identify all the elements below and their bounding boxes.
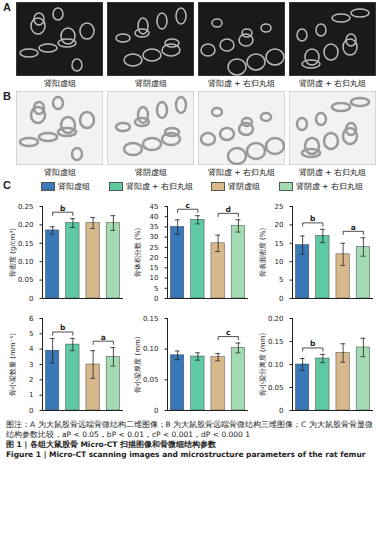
html-text:肾阳虚 + 右归丸组: 肾阳虚 + 右归丸组 <box>125 182 193 191</box>
svg-text:30: 30 <box>150 233 159 241</box>
svg-text:b: b <box>310 214 316 223</box>
svg-text:骨表面密度 (%): 骨表面密度 (%) <box>259 228 267 278</box>
svg-text:0: 0 <box>29 407 33 415</box>
svg-text:40: 40 <box>150 213 159 221</box>
svg-text:4: 4 <box>29 345 34 353</box>
svg-text:骨体积分数 (%): 骨体积分数 (%) <box>134 228 142 278</box>
svg-text:0.20: 0.20 <box>18 221 34 229</box>
svg-text:0.05: 0.05 <box>143 376 159 384</box>
svg-text:15: 15 <box>275 240 284 248</box>
svg-text:c: c <box>226 328 230 337</box>
svg-text:2: 2 <box>29 376 33 384</box>
svg-text:0.20: 0.20 <box>268 315 284 323</box>
html-text:肾阳虚组: 肾阳虚组 <box>58 182 91 191</box>
svg-text:0.10: 0.10 <box>18 258 34 266</box>
svg-text:20: 20 <box>275 221 284 229</box>
html-text:肾阴虚组: 肾阴虚组 <box>228 182 261 191</box>
svg-text:0.15: 0.15 <box>18 240 34 248</box>
html-text:图注：A 为大鼠股骨远端骨微结构二维图像；B 为大鼠股骨远端: 图注：A 为大鼠股骨远端骨微结构二维图像；B 为大鼠股骨远端骨微结构三维图像；C… <box>6 420 373 439</box>
svg-text:b: b <box>60 204 66 213</box>
html-text:肾阴虚 + 右归丸组: 肾阴虚 + 右归丸组 <box>299 168 366 177</box>
svg-text:0: 0 <box>154 295 158 303</box>
html-text:A: A <box>3 1 11 13</box>
svg-text:5: 5 <box>154 285 158 293</box>
svg-text:0.25: 0.25 <box>18 203 34 211</box>
svg-text:15: 15 <box>150 264 159 272</box>
html-text:肾阳虚 + 右归丸组: 肾阳虚 + 右归丸组 <box>208 79 275 88</box>
svg-text:20: 20 <box>150 254 159 262</box>
svg-text:0: 0 <box>279 407 283 415</box>
svg-text:3: 3 <box>29 361 33 369</box>
svg-text:b: b <box>60 323 66 332</box>
svg-text:0.15: 0.15 <box>143 315 159 323</box>
html-text:肾阳虚组: 肾阳虚组 <box>43 168 76 177</box>
svg-text:骨小梁分离度 (mm): 骨小梁分离度 (mm) <box>259 333 267 397</box>
svg-text:45: 45 <box>150 203 159 211</box>
html-text:Figure 1 | Micro-CT scanning i: Figure 1 | Micro-CT scanning images and … <box>6 450 366 459</box>
html-text:图 1 | 各组大鼠股骨 Micro-CT 扫描图像和骨微细: 图 1 | 各组大鼠股骨 Micro-CT 扫描图像和骨微细结构参数 <box>6 440 217 449</box>
svg-text:骨小梁厚度 (mm): 骨小梁厚度 (mm) <box>134 336 142 393</box>
svg-text:骨小梁数量 (mm⁻¹): 骨小梁数量 (mm⁻¹) <box>9 333 17 396</box>
svg-text:0: 0 <box>154 407 158 415</box>
svg-text:b: b <box>310 339 316 348</box>
svg-text:10: 10 <box>150 274 159 282</box>
html-text:肾阴虚 + 右归丸组: 肾阴虚 + 右归丸组 <box>299 79 366 88</box>
svg-text:0.05: 0.05 <box>268 384 284 392</box>
svg-text:d: d <box>226 205 231 214</box>
svg-text:5: 5 <box>29 330 33 338</box>
svg-text:c: c <box>186 201 190 210</box>
html-text:肾阴虚组: 肾阴虚组 <box>134 168 167 177</box>
html-text:肾阴虚 + 右归丸组: 肾阴虚 + 右归丸组 <box>295 182 363 191</box>
svg-text:0.15: 0.15 <box>268 338 284 346</box>
svg-text:a: a <box>351 223 356 232</box>
svg-text:0: 0 <box>279 295 283 303</box>
svg-text:0.10: 0.10 <box>268 361 284 369</box>
svg-text:1: 1 <box>29 391 33 399</box>
svg-text:6: 6 <box>29 315 34 323</box>
html-text:肾阴虚组: 肾阴虚组 <box>134 79 167 88</box>
svg-text:0.05: 0.05 <box>18 276 34 284</box>
svg-text:35: 35 <box>150 223 159 231</box>
svg-text:5: 5 <box>279 276 283 284</box>
svg-text:0: 0 <box>29 295 33 303</box>
svg-text:25: 25 <box>275 203 284 211</box>
svg-text:0.10: 0.10 <box>143 345 159 353</box>
svg-text:10: 10 <box>275 258 284 266</box>
svg-text:骨密度 (g/cm³): 骨密度 (g/cm³) <box>9 228 17 277</box>
svg-text:25: 25 <box>150 244 159 252</box>
html-text:B: B <box>3 90 11 102</box>
html-text:肾阳虚 + 右归丸组: 肾阳虚 + 右归丸组 <box>208 168 275 177</box>
html-text:C: C <box>3 179 11 191</box>
svg-text:a: a <box>101 333 106 342</box>
html-text:肾阳虚组: 肾阳虚组 <box>43 79 76 88</box>
